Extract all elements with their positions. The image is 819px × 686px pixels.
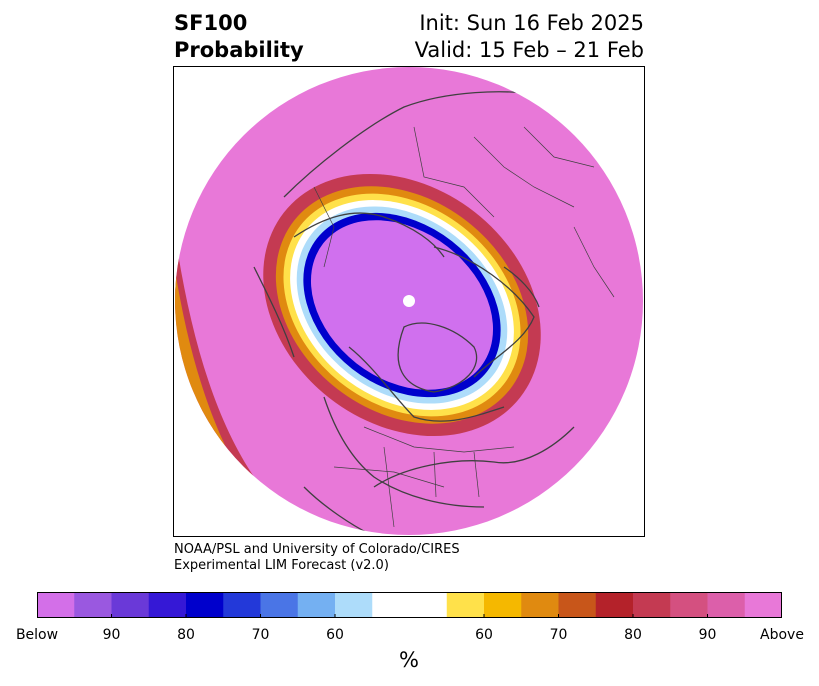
colorbar-segment bbox=[521, 592, 559, 618]
colorbar-border bbox=[37, 592, 782, 618]
valid-dates: Valid: 15 Feb – 21 Feb bbox=[414, 38, 644, 62]
credit-line-2: Experimental LIM Forecast (v2.0) bbox=[174, 558, 389, 573]
colorbar-segment bbox=[297, 592, 336, 618]
borders bbox=[313, 126, 615, 528]
variable-name: SF100 bbox=[174, 11, 248, 35]
forecast-map bbox=[175, 67, 643, 535]
colorbar-segment bbox=[335, 592, 373, 618]
colorbar-segment bbox=[744, 592, 782, 618]
map-title: SF100 Probability bbox=[174, 10, 304, 64]
colorbar-tick-label: Below bbox=[15, 627, 59, 643]
field-inner bbox=[310, 220, 494, 390]
colorbar-segment bbox=[260, 592, 299, 618]
colorbar-segment bbox=[74, 592, 112, 618]
colorbar-tick-label: Above bbox=[760, 627, 804, 643]
colorbar-tick-label: 60 bbox=[475, 627, 493, 643]
pole-hole bbox=[403, 295, 415, 307]
colorbar bbox=[37, 592, 782, 618]
colorbar-tick-label: 70 bbox=[251, 627, 270, 643]
forecast-dates: Init: Sun 16 Feb 2025 Valid: 15 Feb – 21… bbox=[415, 10, 644, 64]
colorbar-tick-label: 90 bbox=[102, 627, 121, 643]
colorbar-segment bbox=[633, 592, 671, 618]
credit-line-1: NOAA/PSL and University of Colorado/CIRE… bbox=[174, 542, 460, 557]
colorbar-segment bbox=[484, 592, 522, 618]
colorbar-segment bbox=[223, 592, 261, 618]
colorbar-segment bbox=[670, 592, 708, 618]
colorbar-unit: % bbox=[399, 648, 419, 672]
colorbar-tick-label: 60 bbox=[326, 627, 344, 643]
product-name: Probability bbox=[174, 38, 304, 62]
colorbar-segment bbox=[111, 592, 150, 618]
colorbar-segment bbox=[707, 592, 746, 618]
colorbar-tick-label: 80 bbox=[624, 627, 642, 643]
credit-text: NOAA/PSL and University of Colorado/CIRE… bbox=[174, 542, 460, 574]
colorbar-segment bbox=[595, 592, 634, 618]
colorbar-tick-label: 80 bbox=[177, 627, 195, 643]
colorbar-tick-label: 70 bbox=[549, 627, 568, 643]
colorbar-tick-label: 90 bbox=[698, 627, 717, 643]
colorbar-segment bbox=[148, 592, 187, 618]
colorbar-segment bbox=[372, 592, 448, 618]
init-date: Init: Sun 16 Feb 2025 bbox=[419, 11, 644, 35]
colorbar-segment bbox=[37, 592, 75, 618]
map-panel bbox=[173, 66, 645, 537]
colorbar-segment bbox=[446, 592, 485, 618]
colorbar-segment bbox=[186, 592, 224, 618]
colorbar-segment bbox=[558, 592, 597, 618]
